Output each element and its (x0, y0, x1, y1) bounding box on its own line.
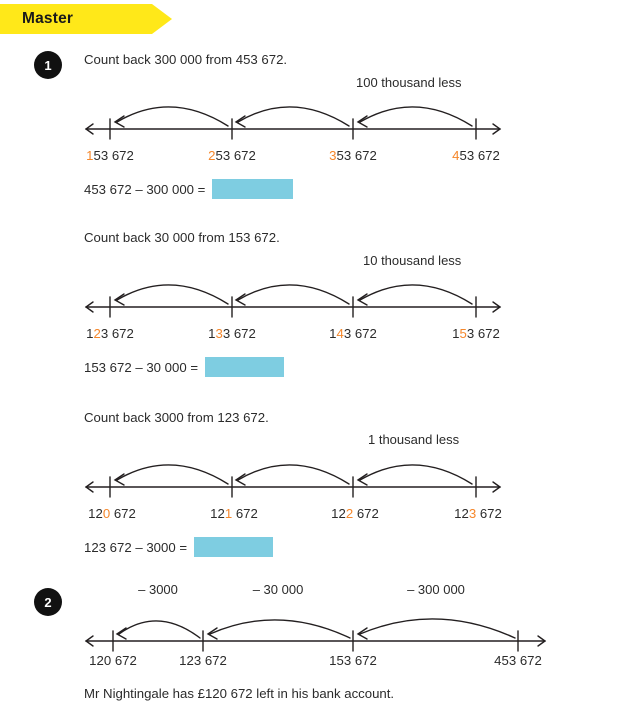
tick-label-1-3-2: 122 672 (331, 506, 379, 521)
statement-2: Mr Nightingale has £120 672 left in his … (84, 686, 395, 701)
arc-label-1-2: 10 thousand less (363, 253, 462, 268)
tick-label-1-1-2: 353 672 (329, 148, 377, 163)
tick-label-2-2: 153 672 (329, 653, 377, 668)
arc-1-1-b (237, 106, 350, 127)
tick-label-2-3: 453 672 (494, 653, 542, 668)
tick-label-1-1-3: 453 672 (452, 148, 500, 163)
equation-row-1-1: 453 672 – 300 000 = (84, 179, 294, 199)
tick-label-1-2-1: 133 672 (208, 326, 256, 341)
tick-label-2-1: 123 672 (179, 653, 227, 668)
arc-1-1-c (359, 106, 473, 127)
number-line-1-3 (0, 440, 621, 498)
arc-label-1-3: 1 thousand less (368, 432, 460, 447)
arc-label-1-1: 100 thousand less (356, 75, 462, 90)
question-badge-2: 2 (34, 588, 62, 616)
number-line-1-1 (0, 82, 621, 140)
prompt-1-3: Count back 3000 from 123 672. (84, 410, 269, 425)
equation-text-1-1: 453 672 – 300 000 = (84, 181, 206, 197)
prompt-1-1: Count back 300 000 from 453 672. (84, 52, 288, 67)
arrowhead-1-1-c (356, 115, 368, 128)
answer-box-1-1[interactable] (212, 179, 294, 199)
arrowhead-1-1-b (234, 115, 246, 128)
equation-text-1-2: 153 672 – 30 000 = (84, 359, 199, 375)
tick-label-1-3-3: 123 672 (454, 506, 502, 521)
equation-text-1-3: 123 672 – 3000 = (84, 539, 188, 555)
number-line-2 (0, 590, 621, 652)
arc-1-1-a (116, 106, 229, 127)
arc-label-2-a: – 3000 (138, 582, 178, 597)
answer-box-1-2[interactable] (205, 357, 285, 377)
tick-label-1-1-1: 253 672 (208, 148, 256, 163)
tick-label-1-2-2: 143 672 (329, 326, 377, 341)
arc-label-2-c: – 300 000 (407, 582, 465, 597)
tick-label-1-3-0: 120 672 (88, 506, 136, 521)
arrowhead-1-1-a (113, 115, 125, 128)
tick-label-1-2-0: 123 672 (86, 326, 134, 341)
tick-label-1-2-3: 153 672 (452, 326, 500, 341)
prompt-1-2: Count back 30 000 from 153 672. (84, 230, 280, 245)
answer-box-1-3[interactable] (194, 537, 274, 557)
equation-row-1-2: 153 672 – 30 000 = (84, 357, 285, 377)
tick-label-2-0: 120 672 (89, 653, 137, 668)
tick-label-1-1-0: 153 672 (86, 148, 134, 163)
arc-label-2-b: – 30 000 (252, 582, 304, 597)
number-line-1-2 (0, 260, 621, 318)
banner-label: Master (22, 10, 74, 27)
equation-row-1-3: 123 672 – 3000 = (84, 537, 274, 557)
tick-label-1-3-1: 121 672 (210, 506, 258, 521)
master-banner: Master (0, 4, 172, 34)
question-badge-1: 1 (34, 51, 62, 79)
